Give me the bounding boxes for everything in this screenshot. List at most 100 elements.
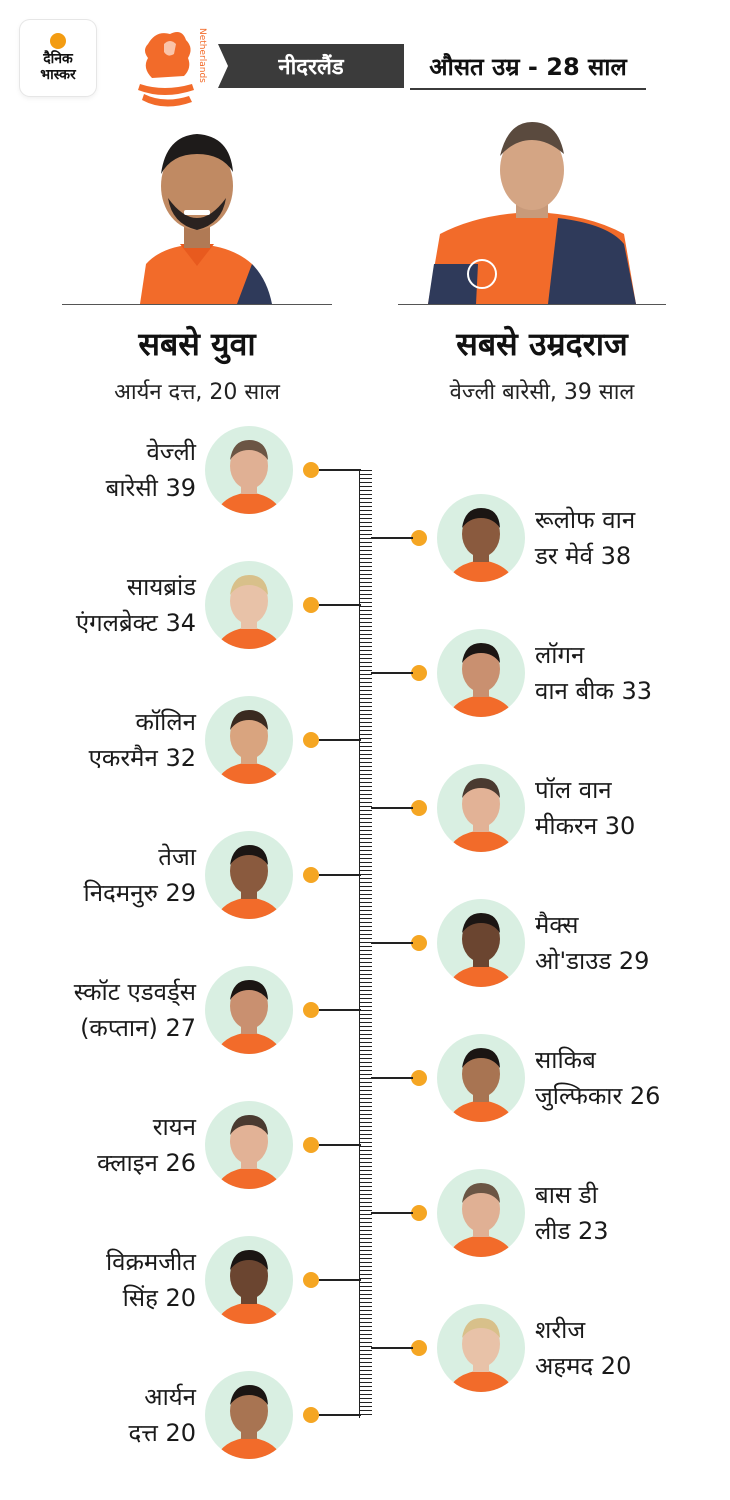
orange-dot	[303, 867, 319, 883]
player-avatar-left-6	[205, 1236, 293, 1324]
brand-line2: भास्कर	[40, 67, 76, 83]
orange-dot	[411, 665, 427, 681]
age-ruler	[359, 470, 372, 1418]
connector-line	[371, 942, 413, 944]
player-name-line2: जुल्फिकार 26	[535, 1082, 661, 1110]
connector-line	[371, 1077, 413, 1079]
orange-dot	[303, 732, 319, 748]
player-avatar-right-0	[437, 494, 525, 582]
player-name: वेज्ली बारेसी 39	[106, 434, 196, 506]
player-name: रायन क्लाइन 26	[97, 1109, 196, 1181]
oldest-divider	[398, 304, 666, 305]
player-name-line1: पॉल वान	[535, 776, 612, 804]
orange-dot	[303, 462, 319, 478]
player-name-line2: अहमद 20	[535, 1352, 632, 1380]
player-name-line1: वेज्ली	[146, 438, 196, 466]
orange-dot	[303, 1137, 319, 1153]
player-name: तेजा निदमनुरु 29	[84, 839, 196, 911]
player-name-line2: मीकरन 30	[535, 812, 636, 840]
player-name: आर्यन दत्त 20	[129, 1379, 197, 1451]
average-age: औसत उम्र - 28 साल	[410, 44, 646, 90]
player-name-line2: दत्त 20	[128, 1419, 197, 1447]
player-avatar-right-3	[437, 899, 525, 987]
brand-line1: दैनिक	[43, 51, 73, 67]
player-name-line1: बास डी	[535, 1181, 598, 1209]
player-name-line1: मैक्स	[535, 911, 579, 939]
player-name: कॉलिन एकरमैन 32	[89, 704, 196, 776]
lion-crest-icon: Netherlands	[138, 28, 207, 107]
svg-text:Netherlands: Netherlands	[197, 28, 207, 83]
player-name: शरीज अहमद 20	[535, 1312, 631, 1384]
orange-dot	[303, 1407, 319, 1423]
orange-dot	[411, 935, 427, 951]
connector-line	[319, 604, 361, 606]
oldest-subtitle: वेज्ली बारेसी, 39 साल	[449, 380, 635, 405]
player-name: बास डी लीड 23	[535, 1177, 609, 1249]
player-name-line1: लॉगन	[535, 641, 585, 669]
player-name-line2: (कप्तान) 27	[80, 1014, 196, 1042]
player-name-line1: साकिब	[535, 1046, 596, 1074]
orange-dot	[411, 1340, 427, 1356]
player-name-line1: स्कॉट एडवर्ड्स	[73, 978, 196, 1006]
player-name: विक्रमजीत सिंह 20	[106, 1244, 196, 1316]
player-name: मैक्स ओ'डाउड 29	[535, 907, 649, 979]
player-avatar-right-6	[437, 1304, 525, 1392]
oldest-title: सबसे उम्रदराज	[456, 325, 628, 363]
connector-line	[371, 537, 413, 539]
player-name-line2: निदमनुरु 29	[83, 879, 196, 907]
player-name-line1: तेजा	[158, 843, 196, 871]
player-name-line2: एंगलब्रेक्ट 34	[75, 609, 196, 637]
connector-line	[319, 1144, 361, 1146]
orange-dot	[303, 1002, 319, 1018]
player-avatar-right-4	[437, 1034, 525, 1122]
orange-dot	[303, 1272, 319, 1288]
orange-dot	[411, 800, 427, 816]
player-name-line2: सिंह 20	[122, 1284, 196, 1312]
connector-line	[319, 1009, 361, 1011]
connector-line	[371, 807, 413, 809]
orange-dot	[411, 1205, 427, 1221]
sun-icon	[50, 33, 66, 49]
player-name: सायब्रांड एंगलब्रेक्ट 34	[76, 569, 196, 641]
orange-dot	[411, 1070, 427, 1086]
player-avatar-left-3	[205, 831, 293, 919]
player-avatar-left-1	[205, 561, 293, 649]
connector-line	[371, 1212, 413, 1214]
player-name-line1: कॉलिन	[135, 708, 196, 736]
player-name: साकिब जुल्फिकार 26	[535, 1042, 660, 1114]
player-avatar-left-4	[205, 966, 293, 1054]
connector-line	[371, 672, 413, 674]
player-avatar-left-7	[205, 1371, 293, 1459]
connector-line	[319, 1279, 361, 1281]
oldest-player-photo	[428, 122, 636, 304]
player-avatar-right-1	[437, 629, 525, 717]
connector-line	[319, 1414, 361, 1416]
connector-line	[319, 739, 361, 741]
connector-line	[319, 874, 361, 876]
player-name: पॉल वान मीकरन 30	[535, 772, 635, 844]
brand-logo: दैनिक भास्कर	[20, 20, 96, 96]
player-name-line1: आर्यन	[144, 1383, 196, 1411]
player-name-line2: डर मेर्व 38	[535, 542, 632, 570]
player-name-line1: सायब्रांड	[126, 573, 196, 601]
connector-line	[319, 469, 361, 471]
player-avatar-left-5	[205, 1101, 293, 1189]
player-name-line2: क्लाइन 26	[97, 1149, 196, 1177]
player-name: स्कॉट एडवर्ड्स (कप्तान) 27	[74, 974, 196, 1046]
connector-line	[371, 1347, 413, 1349]
player-avatar-left-2	[205, 696, 293, 784]
player-name-line2: एकरमैन 32	[88, 744, 196, 772]
player-avatar-right-5	[437, 1169, 525, 1257]
player-name-line1: रूलोफ वान	[535, 506, 636, 534]
player-name-line1: विक्रमजीत	[105, 1248, 196, 1276]
player-name-line2: ओ'डाउड 29	[535, 947, 650, 975]
youngest-player-photo	[140, 134, 272, 304]
player-name-line2: लीड 23	[535, 1217, 609, 1245]
player-name-line1: रायन	[152, 1113, 196, 1141]
player-name-line1: शरीज	[535, 1316, 586, 1344]
player-name: रूलोफ वान डर मेर्व 38	[535, 502, 635, 574]
orange-dot	[411, 530, 427, 546]
player-name-line2: वान बीक 33	[535, 677, 653, 705]
team-name-bar: नीदरलैंड	[218, 44, 404, 88]
youngest-divider	[62, 304, 332, 305]
